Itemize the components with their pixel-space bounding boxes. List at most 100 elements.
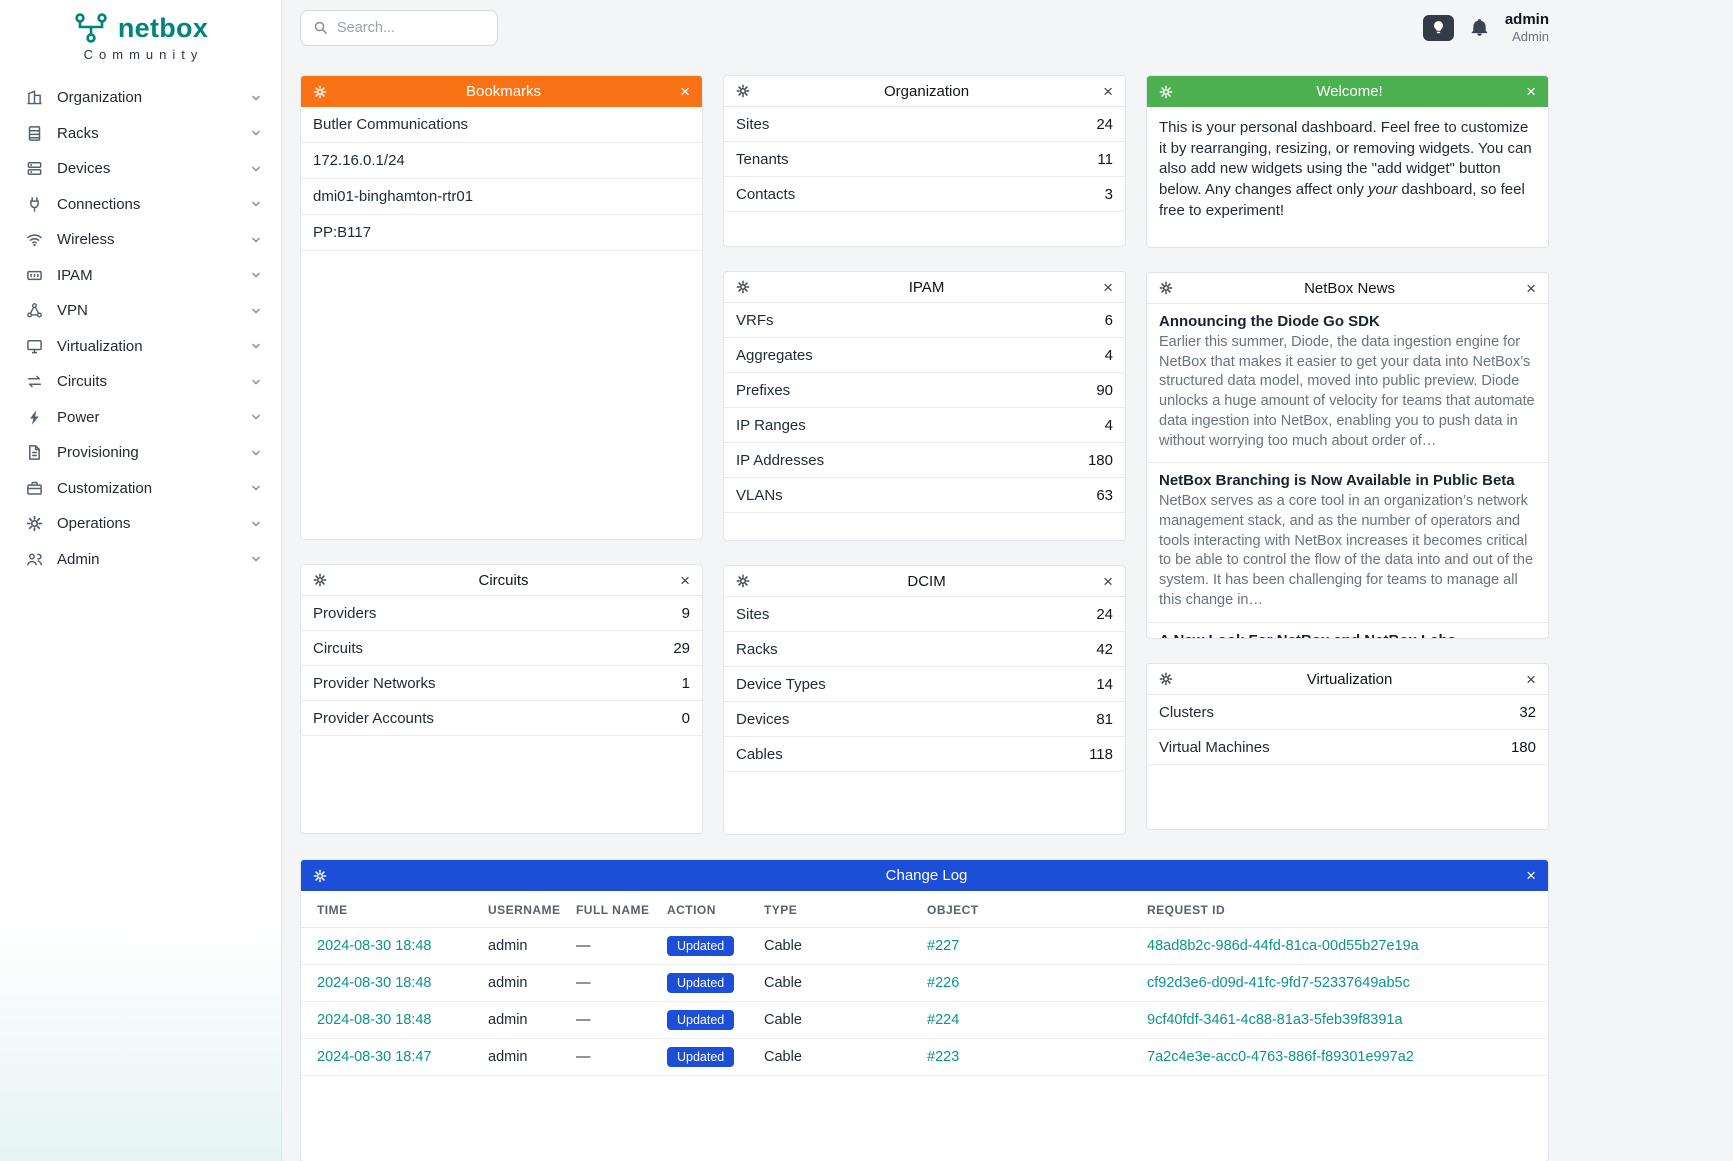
bookmark-item[interactable]: PP:B117	[301, 215, 702, 251]
close-icon[interactable]: ×	[1099, 81, 1117, 102]
gear-icon[interactable]	[732, 82, 754, 100]
time-link[interactable]: 2024-08-30 18:48	[317, 938, 432, 954]
close-icon[interactable]: ×	[1522, 278, 1540, 299]
stat-row[interactable]: Virtual Machines 180	[1147, 730, 1548, 765]
chevron-down-icon	[249, 162, 263, 176]
sidebar-item-connections[interactable]: Connections	[0, 187, 281, 223]
widget-title: Change Log	[885, 867, 968, 884]
request-id-link[interactable]: 9cf40fdf-3461-4c88-81a3-5feb39f8391a	[1147, 1012, 1403, 1028]
gear-icon[interactable]	[1155, 279, 1177, 297]
brand-name: netbox	[117, 12, 209, 43]
chevron-down-icon	[249, 268, 263, 282]
widget-organization-header: Organization ×	[724, 76, 1125, 107]
column-header-type: Type	[754, 891, 917, 928]
search-input[interactable]	[337, 19, 485, 36]
request-id-link[interactable]: 48ad8b2c-986d-44fd-81ca-00d55b27e19a	[1147, 938, 1419, 954]
request-id-link[interactable]: 7a2c4e3e-acc0-4763-886f-f89301e997a2	[1147, 1049, 1414, 1065]
stat-row[interactable]: VRFs 6	[724, 303, 1125, 338]
stat-row[interactable]: Provider Accounts 0	[301, 701, 702, 736]
stat-row[interactable]: Sites 24	[724, 597, 1125, 632]
gear-icon[interactable]	[1155, 670, 1177, 688]
stat-row[interactable]: Aggregates 4	[724, 338, 1125, 373]
close-icon[interactable]: ×	[1522, 865, 1540, 886]
widget-change-log: Change Log × Time Username Full Name Act…	[300, 859, 1549, 1161]
stat-row[interactable]: VLANs 63	[724, 478, 1125, 513]
brand[interactable]: netbox Community	[0, 0, 281, 64]
object-link[interactable]: #227	[927, 938, 960, 954]
sidebar-item-organization[interactable]: Organization	[0, 80, 281, 116]
fullname-cell: —	[566, 1001, 657, 1039]
stat-row[interactable]: Devices 81	[724, 702, 1125, 737]
close-icon[interactable]: ×	[676, 570, 694, 591]
news-article[interactable]: NetBox Branching is Now Available in Pub…	[1147, 463, 1548, 623]
sidebar-item-vpn[interactable]: VPN	[0, 293, 281, 329]
sidebar-item-virtualization[interactable]: Virtualization	[0, 329, 281, 365]
time-link[interactable]: 2024-08-30 18:47	[317, 1049, 432, 1065]
gear-icon[interactable]	[309, 867, 331, 885]
gear-icon[interactable]	[732, 572, 754, 590]
stat-row[interactable]: Cables 118	[724, 737, 1125, 772]
sidebar-item-circuits[interactable]: Circuits	[0, 364, 281, 400]
gear-icon[interactable]	[1155, 83, 1177, 101]
stat-row[interactable]: IP Addresses 180	[724, 443, 1125, 478]
type-cell: Cable	[754, 927, 917, 965]
stat-row[interactable]: Device Types 14	[724, 667, 1125, 702]
time-link[interactable]: 2024-08-30 18:48	[317, 975, 432, 991]
graph-icon	[26, 302, 43, 319]
action-badge: Updated	[667, 973, 735, 993]
theme-toggle-button[interactable]	[1422, 14, 1454, 41]
stat-row[interactable]: Provider Networks 1	[301, 666, 702, 701]
sidebar-item-racks[interactable]: Racks	[0, 116, 281, 152]
gear-icon[interactable]	[309, 83, 331, 101]
object-link[interactable]: #226	[927, 975, 960, 991]
chevron-down-icon	[249, 552, 263, 566]
stat-row[interactable]: Circuits 29	[301, 631, 702, 666]
time-link[interactable]: 2024-08-30 18:48	[317, 1012, 432, 1028]
stat-row[interactable]: Prefixes 90	[724, 373, 1125, 408]
sidebar-item-devices[interactable]: Devices	[0, 151, 281, 187]
stat-row[interactable]: Sites 24	[724, 107, 1125, 142]
sidebar-item-customization[interactable]: Customization	[0, 471, 281, 507]
stat-row[interactable]: Racks 42	[724, 632, 1125, 667]
action-badge: Updated	[667, 936, 735, 956]
stat-row[interactable]: Clusters 32	[1147, 695, 1548, 730]
search-icon	[313, 20, 328, 35]
sidebar-item-admin[interactable]: Admin	[0, 542, 281, 578]
sidebar-item-ipam[interactable]: IPAM	[0, 258, 281, 294]
widget-news-header: NetBox News ×	[1147, 273, 1548, 304]
object-link[interactable]: #223	[927, 1049, 960, 1065]
close-icon[interactable]: ×	[676, 81, 694, 102]
type-cell: Cable	[754, 964, 917, 1002]
search-box[interactable]	[300, 9, 498, 46]
fullname-cell: —	[566, 964, 657, 1002]
table-row: 2024-08-30 18:47 admin — Updated Cable #…	[301, 1038, 1548, 1076]
close-icon[interactable]: ×	[1099, 571, 1117, 592]
column-header-action: Action	[657, 891, 754, 928]
widget-title: Welcome!	[1316, 83, 1383, 100]
column-header-username: Username	[478, 891, 566, 928]
gear-icon[interactable]	[309, 571, 331, 589]
close-icon[interactable]: ×	[1522, 81, 1540, 102]
notifications-button[interactable]	[1468, 16, 1491, 39]
stat-row[interactable]: Providers 9	[301, 596, 702, 631]
rack-icon	[26, 125, 43, 142]
sidebar-item-operations[interactable]: Operations	[0, 506, 281, 542]
bookmark-item[interactable]: 172.16.0.1/24	[301, 143, 702, 179]
close-icon[interactable]: ×	[1099, 277, 1117, 298]
news-article[interactable]: Announcing the Diode Go SDK Earlier this…	[1147, 304, 1548, 464]
sidebar-item-provisioning[interactable]: Provisioning	[0, 435, 281, 471]
sidebar-item-wireless[interactable]: Wireless	[0, 222, 281, 258]
gear-icon[interactable]	[732, 278, 754, 296]
stat-row[interactable]: Tenants 11	[724, 142, 1125, 177]
bookmark-item[interactable]: dmi01-binghamton-rtr01	[301, 179, 702, 215]
close-icon[interactable]: ×	[1522, 669, 1540, 690]
stat-row[interactable]: IP Ranges 4	[724, 408, 1125, 443]
bookmark-item[interactable]: Butler Communications	[301, 107, 702, 143]
user-menu[interactable]: admin Admin	[1505, 11, 1549, 45]
widget-title: Organization	[884, 82, 970, 100]
request-id-link[interactable]: cf92d3e6-d09d-41fc-9fd7-52337649ab5c	[1147, 975, 1410, 991]
sidebar-item-power[interactable]: Power	[0, 400, 281, 436]
stat-row[interactable]: Contacts 3	[724, 177, 1125, 212]
news-article[interactable]: A New Look For NetBox and NetBox Labs	[1147, 623, 1548, 638]
object-link[interactable]: #224	[927, 1012, 960, 1028]
